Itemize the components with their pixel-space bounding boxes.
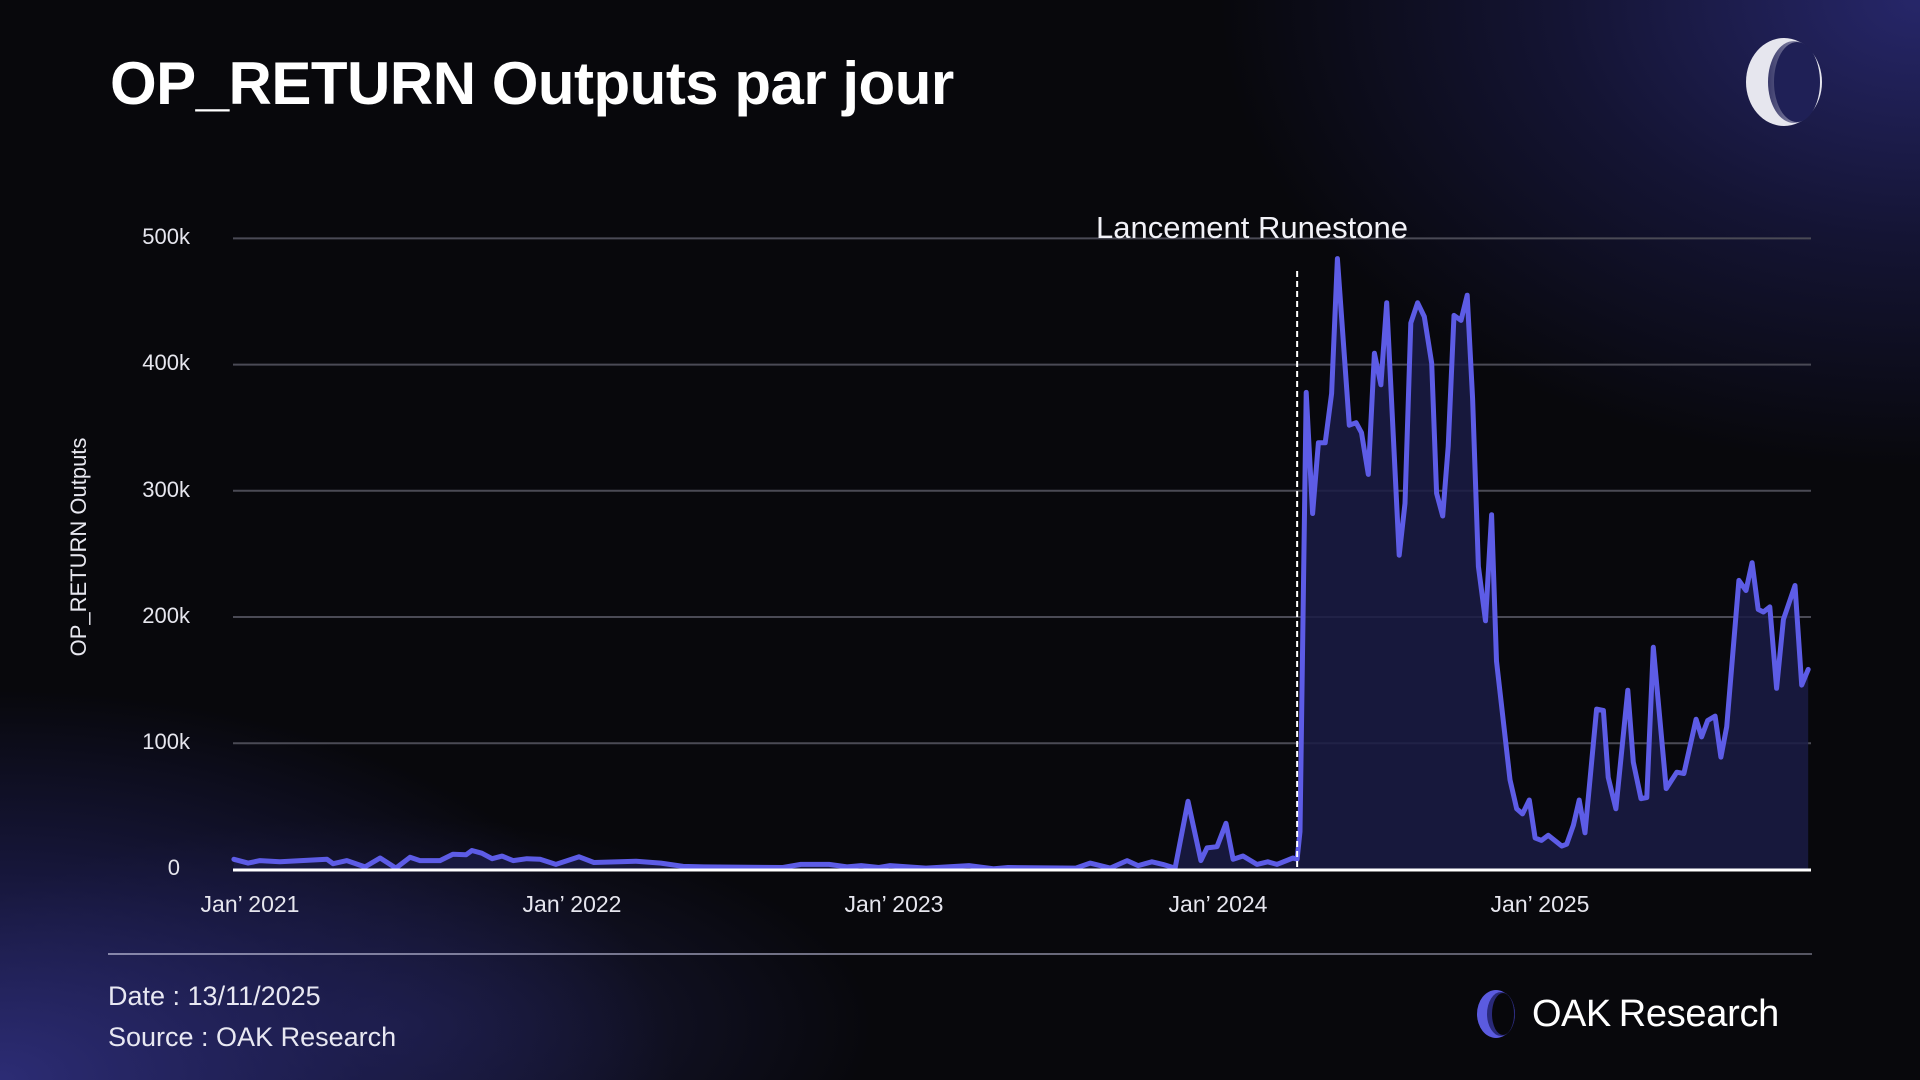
oak-research-brand: OAK Research	[1476, 988, 1779, 1040]
x-tick-2023: Jan’ 2023	[844, 891, 944, 917]
brand-oak-text: OAK	[1532, 992, 1611, 1035]
footer-divider	[108, 953, 1812, 955]
oak-ring-logo-icon	[1746, 38, 1822, 126]
y-tick-500k: 500k	[142, 224, 190, 249]
x-tick-2025: Jan’ 2025	[1490, 891, 1590, 917]
x-tick-2024: Jan’ 2024	[1168, 891, 1268, 917]
y-tick-100k: 100k	[142, 729, 190, 754]
y-tick-400k: 400k	[142, 350, 190, 375]
y-tick-0: 0	[167, 855, 180, 880]
oak-ring-brand-icon	[1477, 990, 1515, 1038]
gridlines	[233, 237, 1811, 745]
brand-research-text: Research	[1618, 992, 1780, 1035]
footer-date: Date : 13/11/2025	[108, 981, 321, 1011]
x-tick-2021: Jan’ 2021	[200, 891, 300, 917]
y-tick-300k: 300k	[142, 477, 190, 502]
chart-line	[231, 256, 1811, 872]
y-tick-200k: 200k	[142, 603, 190, 628]
x-tick-2022: Jan’ 2022	[522, 891, 622, 917]
chart-area-fill	[233, 258, 1809, 870]
runestone-annotation-label: Lancement Runestone	[1096, 210, 1408, 245]
page-title: OP_RETURN Outputs par jour	[110, 50, 954, 117]
footer-source: Source : OAK Research	[108, 1022, 397, 1052]
